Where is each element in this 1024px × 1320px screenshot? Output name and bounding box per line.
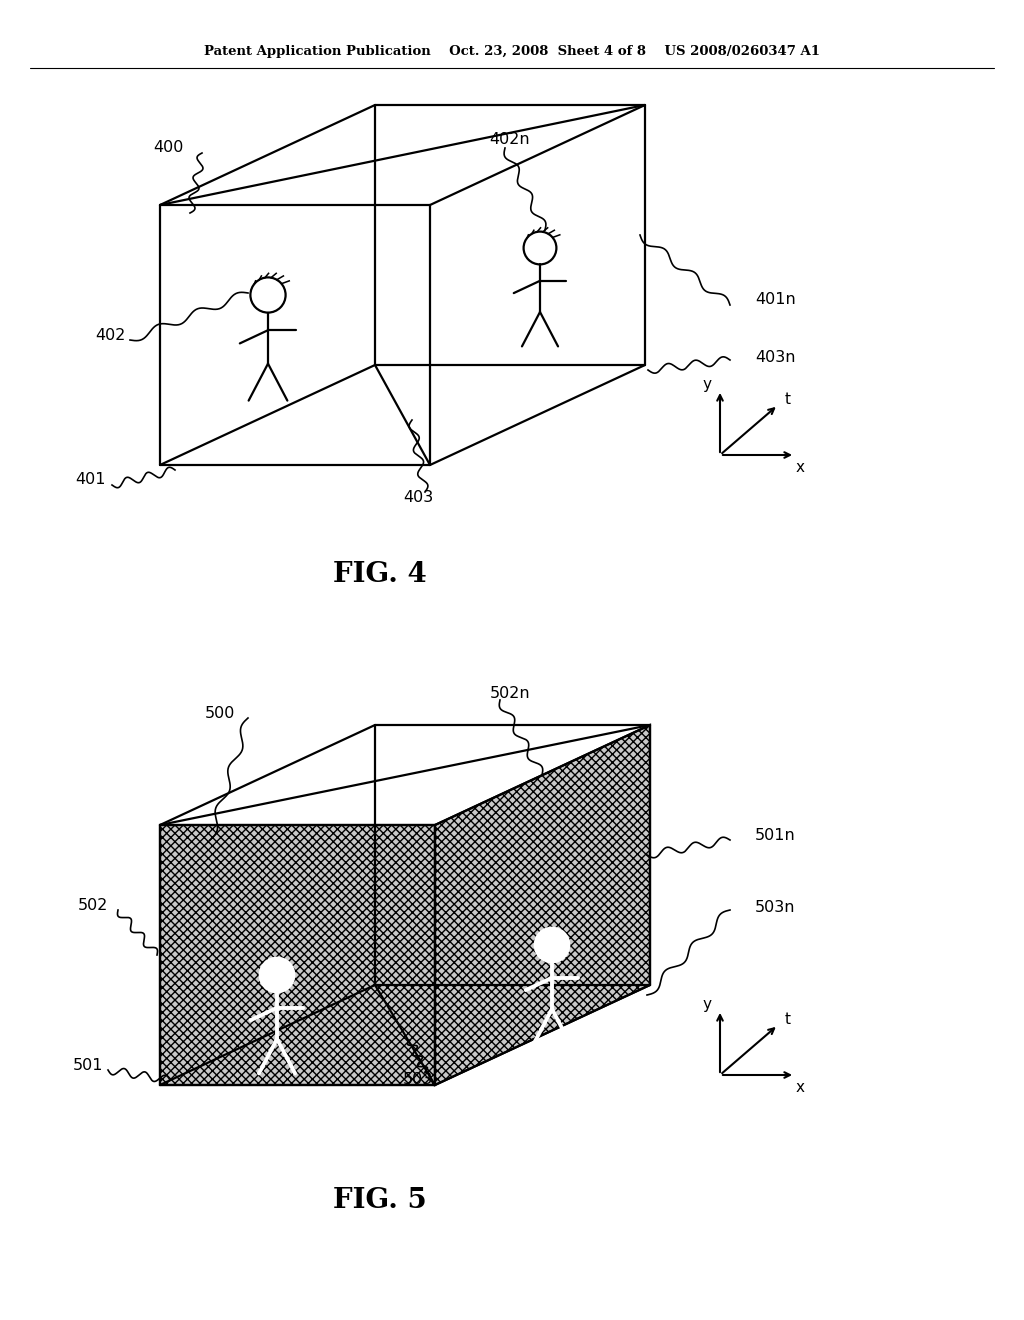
Text: 401: 401 [75,473,105,487]
Text: 503: 503 [402,1072,433,1088]
Polygon shape [435,725,650,1085]
Text: 500: 500 [205,705,236,721]
Text: 403: 403 [402,491,433,506]
Text: 401n: 401n [755,293,796,308]
Text: t: t [785,392,791,407]
Text: 502n: 502n [489,685,530,701]
Text: 503n: 503n [755,899,796,915]
Circle shape [260,958,294,991]
Text: 402: 402 [95,327,125,342]
Text: 501n: 501n [755,828,796,842]
Text: 502: 502 [78,898,109,912]
Text: y: y [702,378,712,392]
Polygon shape [160,825,435,1085]
Text: 400: 400 [153,140,183,156]
Polygon shape [160,106,645,205]
Text: x: x [796,459,805,474]
Text: 501: 501 [73,1057,103,1072]
Polygon shape [160,205,430,465]
Text: 402n: 402n [489,132,530,148]
Text: t: t [785,1011,791,1027]
Text: FIG. 4: FIG. 4 [333,561,427,589]
Text: 403n: 403n [755,351,796,366]
Polygon shape [430,106,645,465]
Text: FIG. 5: FIG. 5 [333,1187,427,1213]
Text: x: x [796,1080,805,1094]
Polygon shape [160,725,650,825]
Text: y: y [702,998,712,1012]
Text: Patent Application Publication    Oct. 23, 2008  Sheet 4 of 8    US 2008/0260347: Patent Application Publication Oct. 23, … [204,45,820,58]
Circle shape [536,928,568,961]
